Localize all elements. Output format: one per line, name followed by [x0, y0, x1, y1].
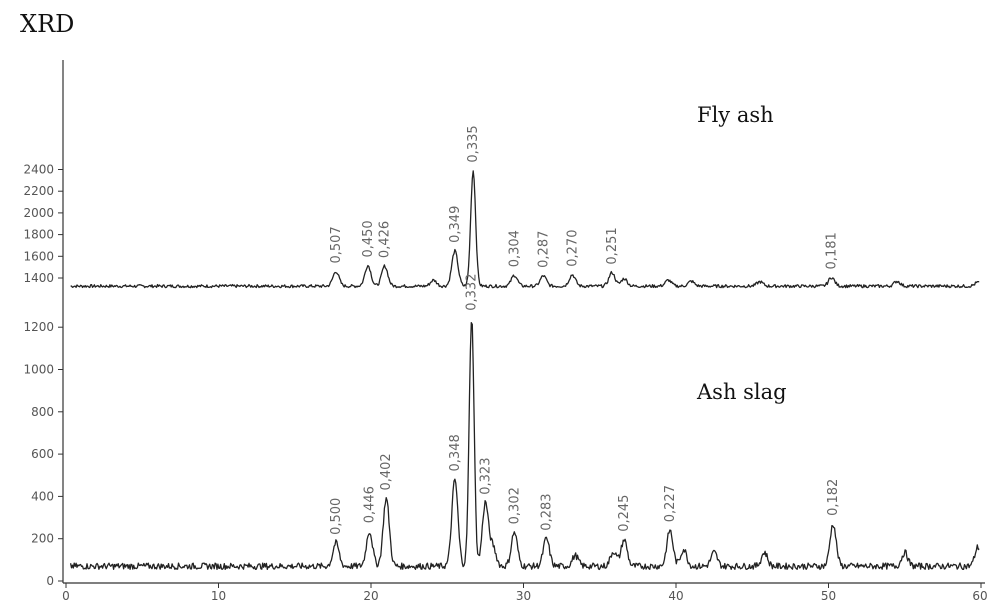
peak-label: 0,450 [361, 220, 376, 257]
xtick-label: 20 [363, 589, 378, 603]
xtick-label: 40 [668, 589, 683, 603]
slag-ytick-label: 400 [31, 489, 54, 503]
peak-label: 0,332 [465, 274, 480, 311]
peak-label: 0,270 [565, 230, 580, 267]
peak-label: 0,402 [379, 453, 394, 490]
peak-labels: 0,507 0,450 0,426 0,349 0,335 0,304 0,287 0,270… [329, 125, 841, 535]
series-label-ash-slag: Ash slag [696, 380, 787, 404]
peak-label: 0,335 [466, 125, 481, 162]
slag-ytick-label: 600 [31, 447, 54, 461]
slag-ytick-label: 800 [31, 405, 54, 419]
peak-label: 0,348 [448, 434, 463, 471]
slag-ytick-label: 1000 [23, 363, 54, 377]
peak-label: 0,323 [478, 458, 493, 495]
peak-label: 0,304 [507, 230, 522, 267]
slag-ytick-label: 1200 [23, 320, 54, 334]
axis-ticks: 1400160018002000220024000200400600800100… [23, 163, 987, 603]
series-label-fly-ash: Fly ash [697, 103, 774, 127]
peak-label: 0,349 [448, 206, 463, 243]
peak-label: 0,426 [378, 221, 393, 258]
slag-ytick-label: 200 [31, 532, 54, 546]
peak-label: 0,283 [539, 493, 554, 530]
fly-ytick-label: 2000 [23, 206, 54, 220]
chart-title: XRD [20, 10, 74, 38]
xtick-label: 0 [62, 589, 70, 603]
peak-label: 0,245 [617, 495, 632, 532]
peak-label: 0,181 [825, 232, 840, 269]
xtick-label: 50 [821, 589, 836, 603]
fly-ytick-label: 2400 [23, 163, 54, 177]
fly-ytick-label: 1600 [23, 249, 54, 263]
peak-label: 0,182 [826, 479, 841, 516]
slag-ytick-label: 0 [46, 574, 54, 588]
peak-label: 0,302 [507, 487, 522, 524]
fly-ytick-label: 2200 [23, 184, 54, 198]
xtick-label: 10 [211, 589, 226, 603]
series-line-ash-slag [69, 322, 980, 571]
peak-label: 0,507 [329, 226, 344, 263]
fly-ytick-label: 1400 [23, 271, 54, 285]
xtick-label: 30 [516, 589, 531, 603]
series-line-fly-ash [70, 170, 980, 289]
peak-label: 0,287 [536, 231, 551, 268]
xtick-label: 60 [972, 589, 987, 603]
peak-label: 0,500 [329, 498, 344, 535]
peak-label: 0,251 [605, 227, 620, 264]
diffraction-traces [69, 170, 980, 571]
fly-ytick-label: 1800 [23, 228, 54, 242]
peak-label: 0,227 [663, 485, 678, 522]
peak-label: 0,446 [362, 486, 377, 523]
